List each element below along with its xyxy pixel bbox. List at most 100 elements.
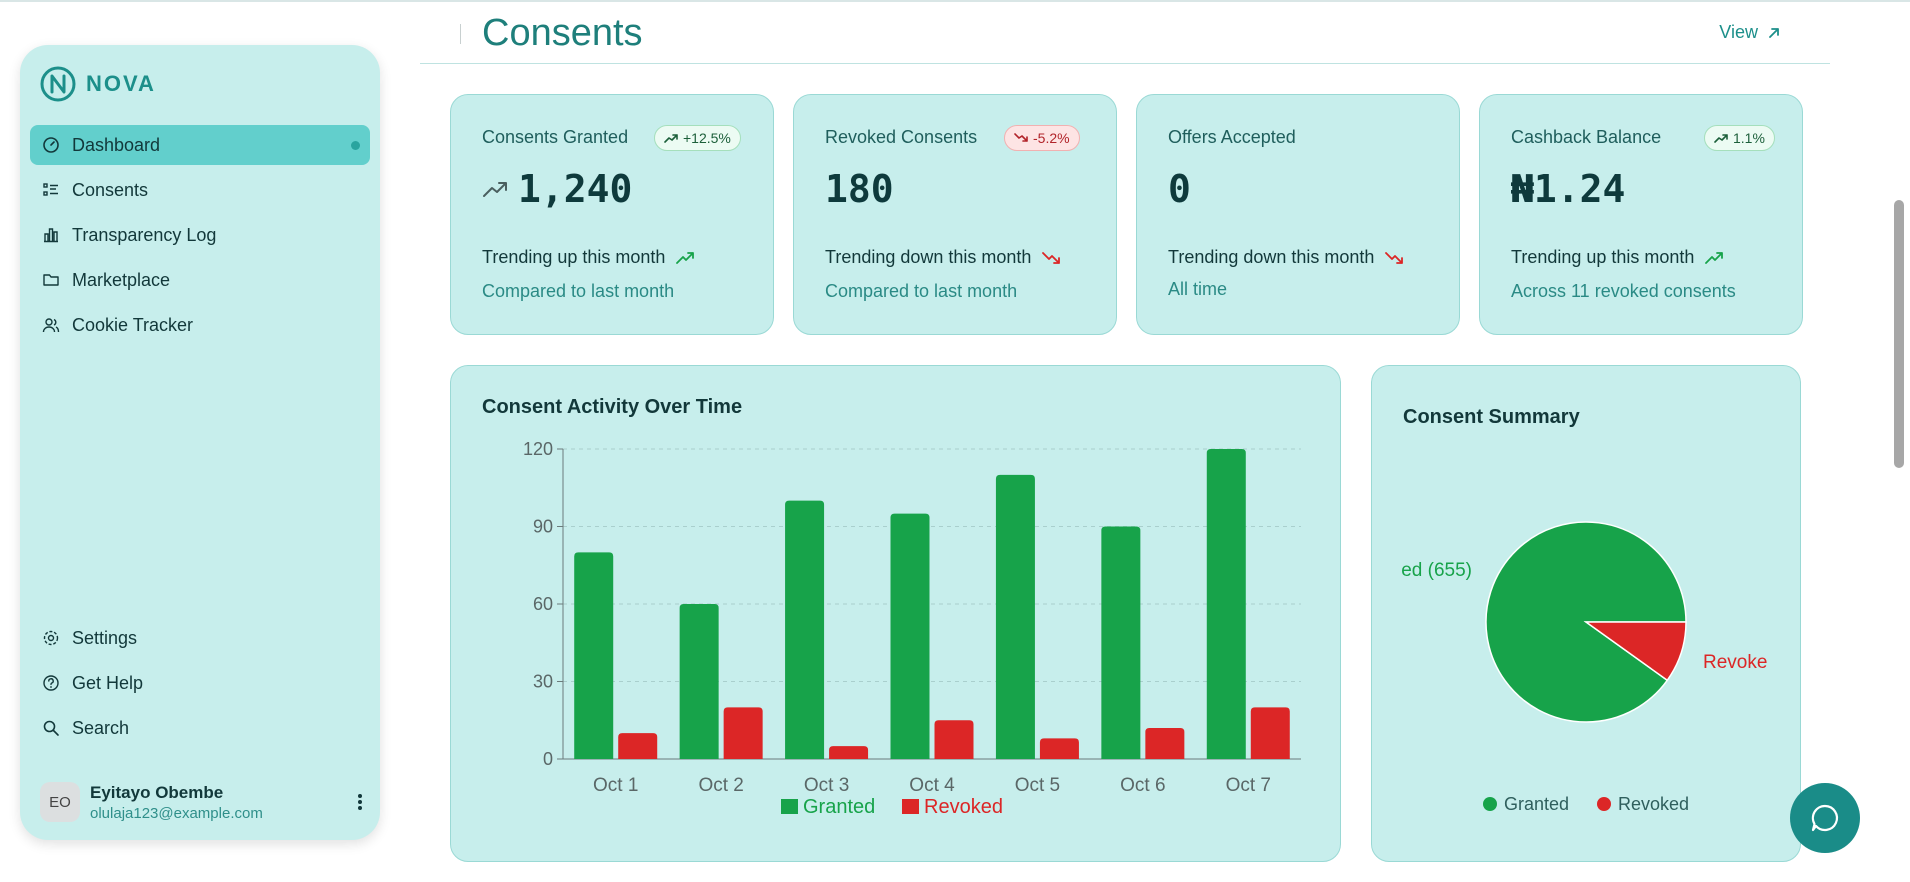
y-tick-label: 120 xyxy=(523,439,553,459)
scrollbar-thumb[interactable] xyxy=(1894,200,1904,468)
nav-item-get-help[interactable]: Get Help xyxy=(30,663,370,703)
bar-revoked[interactable] xyxy=(829,746,869,759)
stat-value: 1,240 xyxy=(482,167,632,211)
brand-name: NOVA xyxy=(86,71,156,96)
y-tick-label: 90 xyxy=(533,517,553,537)
chat-bubble-icon xyxy=(1811,804,1839,832)
bar-revoked[interactable] xyxy=(618,733,658,759)
stat-card-cashback-balance: Cashback Balance 1.1% ₦1.24 Trending up … xyxy=(1479,94,1803,335)
bar-granted[interactable] xyxy=(574,552,614,759)
trend-up-icon xyxy=(664,134,678,143)
bar-revoked[interactable] xyxy=(1039,738,1079,759)
search-icon xyxy=(43,720,59,736)
nav-item-label: Cookie Tracker xyxy=(72,314,194,335)
trend-label: Trending up this month xyxy=(482,247,666,267)
bar-revoked[interactable] xyxy=(934,720,974,759)
pie-slice-revoked[interactable] xyxy=(1583,621,1687,682)
consent-summary-chart-card: Consent Summary ed (655) Revoke Granted Rev… xyxy=(1371,365,1801,862)
legend-label[interactable]: Revoked xyxy=(1618,794,1689,814)
list-icon xyxy=(43,183,58,196)
legend-swatch xyxy=(902,799,919,814)
trend-text: Trending down this month xyxy=(1168,247,1404,268)
view-label: View xyxy=(1719,22,1758,42)
trend-label: Trending down this month xyxy=(1168,247,1375,267)
legend-label[interactable]: Revoked xyxy=(924,796,1003,818)
nav-item-cookie-tracker[interactable]: Cookie Tracker xyxy=(30,305,370,345)
nav-item-settings[interactable]: Settings xyxy=(30,618,370,658)
gear-icon xyxy=(43,630,59,646)
y-tick-label: 0 xyxy=(543,749,553,769)
user-name: Eyitayo Obembe xyxy=(90,782,224,802)
nav-item-consents[interactable]: Consents xyxy=(30,170,370,210)
nav-item-label: Dashboard xyxy=(72,134,161,155)
legend-dot xyxy=(1483,797,1497,811)
nav-item-search[interactable]: Search xyxy=(30,708,370,748)
stat-value-text: ₦1.24 xyxy=(1511,167,1626,211)
bar-revoked[interactable] xyxy=(723,707,763,759)
consent-summary-pie-chart: ed (655) Revoke Granted Revoked xyxy=(1402,521,1767,814)
stat-subtext: All time xyxy=(1168,279,1228,299)
nav-item-marketplace[interactable]: Marketplace xyxy=(30,260,370,300)
nav-item-label: Transparency Log xyxy=(72,224,217,245)
nav-item-transparency-log[interactable]: Transparency Log xyxy=(30,215,370,255)
nova-logo-icon xyxy=(40,66,76,102)
x-tick-label: Oct 2 xyxy=(698,775,743,796)
stat-value: 0 xyxy=(1168,167,1191,211)
main-nav: Dashboard Consents Transparency Log Mark… xyxy=(30,125,370,350)
bar-granted[interactable] xyxy=(890,513,930,759)
trend-text: Trending down this month xyxy=(825,247,1061,268)
trend-text: Trending up this month xyxy=(482,247,695,268)
legend-label[interactable]: Granted xyxy=(803,796,875,818)
consent-activity-bar-chart: 0 30 60 90 120 Oct 1 Oct 2 Oct 3 Oct 4 Oct 5 Oct 6… xyxy=(523,439,1301,818)
bar-granted[interactable] xyxy=(1101,526,1141,760)
bar-revoked[interactable] xyxy=(1145,728,1185,759)
more-vertical-icon[interactable] xyxy=(350,789,370,815)
stat-subtext: Across 11 revoked consents xyxy=(1511,281,1736,301)
user-email: olulaja123@example.com xyxy=(90,804,263,822)
stat-label: Offers Accepted xyxy=(1168,127,1296,147)
trend-up-icon xyxy=(1714,134,1728,143)
consent-activity-chart-card: Consent Activity Over Time 0 30 60 90 120 Oct… xyxy=(450,365,1341,862)
stat-value: ₦1.24 xyxy=(1511,167,1625,211)
legend-swatch xyxy=(781,799,798,814)
stat-card-revoked-consents: Revoked Consents -5.2% 180 Trending down… xyxy=(793,94,1117,335)
bar-revoked[interactable] xyxy=(1250,707,1290,759)
y-tick-label: 30 xyxy=(533,672,553,692)
secondary-nav: Settings Get Help Search xyxy=(30,618,370,753)
bar-granted[interactable] xyxy=(1206,449,1246,759)
x-tick-label: Oct 3 xyxy=(804,775,849,796)
header-divider xyxy=(460,24,461,44)
nav-item-dashboard[interactable]: Dashboard xyxy=(30,125,370,165)
x-tick-label: Oct 1 xyxy=(593,775,638,796)
legend-label[interactable]: Granted xyxy=(1504,794,1569,814)
stat-label: Cashback Balance xyxy=(1511,127,1662,147)
pie-label-revoked: Revoke xyxy=(1703,652,1767,673)
change-badge: 1.1% xyxy=(1704,125,1775,151)
chat-button[interactable] xyxy=(1790,783,1860,853)
user-profile[interactable]: EO Eyitayo Obembe olulaja123@example.com xyxy=(40,777,370,827)
stat-card-consents-granted: Consents Granted +12.5% 1,240 Trending u… xyxy=(450,94,774,335)
stat-subtext: Compared to last month xyxy=(482,281,675,301)
view-button[interactable]: View xyxy=(1719,22,1782,43)
bar-granted[interactable] xyxy=(785,500,825,759)
x-tick-label: Oct 5 xyxy=(1015,775,1060,796)
trend-down-icon xyxy=(1385,251,1404,264)
nav-item-label: Marketplace xyxy=(72,269,171,290)
stat-value-text: 0 xyxy=(1168,167,1191,211)
stat-card-offers-accepted: Offers Accepted 0 Trending down this mon… xyxy=(1136,94,1460,335)
badge-value: +12.5% xyxy=(683,130,731,146)
stat-subtext: Compared to last month xyxy=(825,281,1018,301)
trend-up-icon xyxy=(676,251,695,264)
brand[interactable]: NOVA xyxy=(40,61,156,107)
stat-value: 180 xyxy=(825,167,894,211)
trend-down-icon xyxy=(1042,251,1061,264)
users-icon xyxy=(42,318,60,333)
avatar: EO xyxy=(40,782,80,822)
x-tick-label: Oct 7 xyxy=(1226,775,1271,796)
bar-granted[interactable] xyxy=(679,604,719,759)
help-circle-icon xyxy=(43,675,59,691)
page-title: Consents xyxy=(482,12,643,54)
y-tick-label: 60 xyxy=(533,594,553,614)
bar-granted[interactable] xyxy=(995,474,1035,759)
active-indicator xyxy=(351,141,360,150)
